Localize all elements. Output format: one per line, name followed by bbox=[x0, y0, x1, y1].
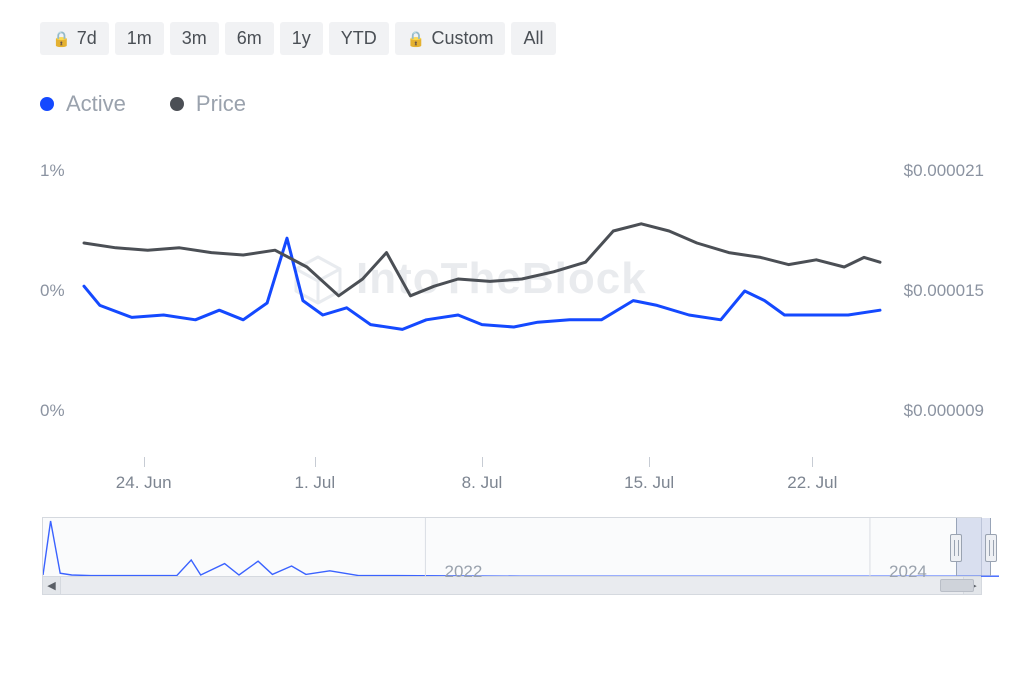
navigator-handle-left[interactable] bbox=[950, 534, 962, 562]
range-btn-7d[interactable]: 🔒 7d bbox=[40, 22, 109, 55]
x-tick-label: 8. Jul bbox=[462, 473, 503, 493]
x-tick-label: 15. Jul bbox=[624, 473, 674, 493]
legend-dot-icon bbox=[170, 97, 184, 111]
lock-icon: 🔒 bbox=[52, 30, 71, 48]
x-tick bbox=[144, 457, 145, 467]
range-btn-custom[interactable]: 🔒 Custom bbox=[395, 22, 506, 55]
x-tick-label: 22. Jul bbox=[787, 473, 837, 493]
range-navigator[interactable]: ◀ ▶ 2022 2024 bbox=[42, 517, 982, 595]
x-tick-label: 24. Jun bbox=[116, 473, 172, 493]
navigator-year-label: 2022 bbox=[445, 562, 483, 582]
time-range-selector: 🔒 7d 1m 3m 6m 1y YTD 🔒 Custom All bbox=[40, 22, 994, 55]
range-btn-1m[interactable]: 1m bbox=[115, 22, 164, 55]
range-btn-label: 7d bbox=[77, 28, 97, 49]
range-btn-all[interactable]: All bbox=[511, 22, 555, 55]
x-tick-label: 1. Jul bbox=[295, 473, 336, 493]
series-line-price bbox=[84, 224, 880, 296]
lock-icon: 🔒 bbox=[407, 30, 426, 48]
x-tick bbox=[482, 457, 483, 467]
navigator-svg bbox=[43, 518, 999, 578]
legend-item-price[interactable]: Price bbox=[170, 91, 246, 117]
range-btn-3m[interactable]: 3m bbox=[170, 22, 219, 55]
scroll-left-arrow[interactable]: ◀ bbox=[43, 577, 61, 594]
navigator-year-label: 2024 bbox=[889, 562, 927, 582]
main-chart: IntoTheBlock 1%0%0%$0.000021$0.000015$0.… bbox=[40, 171, 984, 471]
range-btn-label: 3m bbox=[182, 28, 207, 49]
range-btn-label: 1m bbox=[127, 28, 152, 49]
range-btn-ytd[interactable]: YTD bbox=[329, 22, 389, 55]
scroll-thumb[interactable] bbox=[940, 579, 974, 592]
x-tick bbox=[649, 457, 650, 467]
legend-dot-icon bbox=[40, 97, 54, 111]
legend-label: Price bbox=[196, 91, 246, 117]
navigator-handle-right[interactable] bbox=[985, 534, 997, 562]
navigator-series-line bbox=[43, 521, 999, 576]
range-btn-label: YTD bbox=[341, 28, 377, 49]
scroll-track[interactable] bbox=[61, 577, 963, 594]
chart-svg bbox=[40, 171, 1000, 431]
range-btn-label: All bbox=[523, 28, 543, 49]
range-btn-label: 6m bbox=[237, 28, 262, 49]
chart-legend: Active Price bbox=[40, 91, 994, 117]
navigator-scrollbar[interactable]: ◀ ▶ bbox=[43, 576, 981, 594]
x-tick bbox=[315, 457, 316, 467]
range-btn-label: 1y bbox=[292, 28, 311, 49]
range-btn-6m[interactable]: 6m bbox=[225, 22, 274, 55]
range-btn-1y[interactable]: 1y bbox=[280, 22, 323, 55]
range-btn-label: Custom bbox=[431, 28, 493, 49]
legend-item-active[interactable]: Active bbox=[40, 91, 126, 117]
legend-label: Active bbox=[66, 91, 126, 117]
x-axis-labels: 24. Jun 1. Jul 8. Jul 15. Jul 22. Jul bbox=[40, 471, 984, 497]
x-tick bbox=[812, 457, 813, 467]
